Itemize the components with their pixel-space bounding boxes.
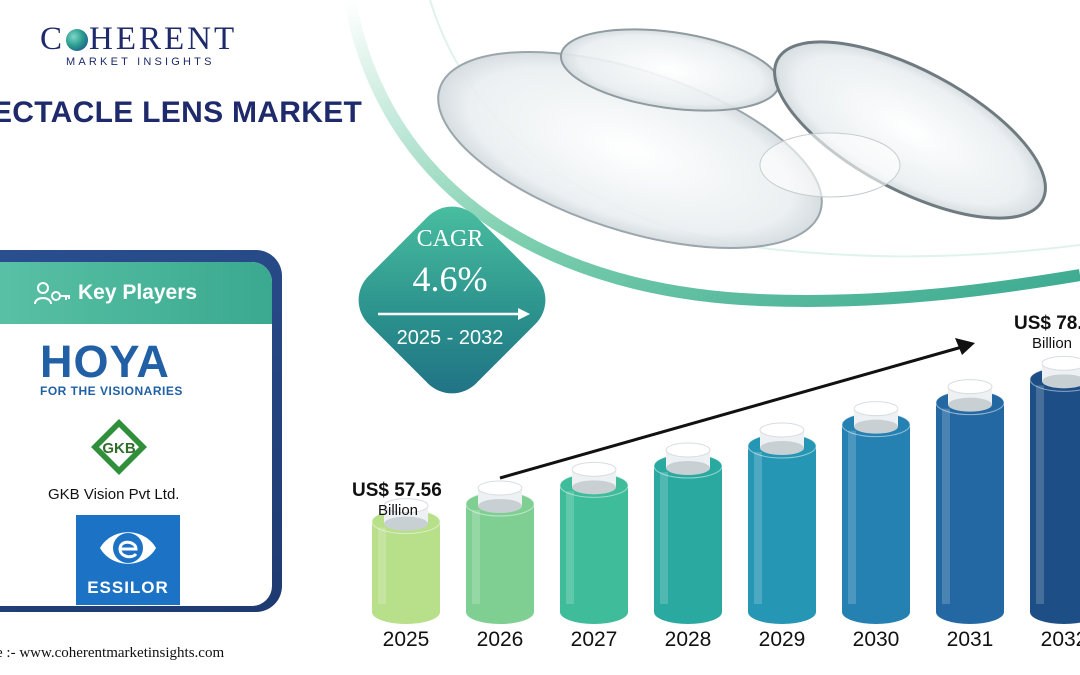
cagr-badge (358, 206, 546, 394)
logo-wordmark: C HERENT (40, 22, 270, 56)
key-icon (34, 282, 70, 305)
first-value-unit: Billion (378, 502, 419, 519)
hoya-logo: HOYA (40, 336, 170, 387)
chart-bar (371, 498, 441, 624)
gkb-company-name: GKB Vision Pvt Ltd. (48, 486, 180, 503)
chart-bar (653, 442, 723, 624)
last-value-unit: Billion (1032, 335, 1073, 352)
chart-bar (1029, 355, 1080, 624)
globe-icon (66, 29, 89, 51)
growth-arrow (499, 345, 963, 480)
logo-subtitle: MARKET INSIGHTS (66, 56, 215, 68)
chart-bar (559, 461, 629, 624)
source-note: e :- www.coherentmarketinsights.com (0, 645, 225, 661)
x-tick-label: 2026 (477, 628, 524, 651)
x-tick-label: 2028 (665, 628, 712, 651)
x-tick-label: 2025 (383, 628, 430, 651)
company-logo: C HERENT MARKET INSIGHTS (40, 22, 270, 68)
x-tick-label: 2032 (1041, 628, 1080, 651)
essilor-logo: ESSILOR (76, 515, 180, 605)
first-value-label: US$ 57.56 (352, 480, 442, 501)
logo-letter: C (40, 21, 66, 57)
chart-bar (465, 480, 535, 624)
chart-bar (841, 401, 911, 624)
gkb-badge-text: GKB (102, 440, 136, 457)
cagr-period: 2025 - 2032 (396, 327, 504, 349)
essilor-wordmark: ESSILOR (87, 578, 169, 597)
hoya-tagline: FOR THE VISIONARIES (40, 384, 183, 398)
key-players-label: Key Players (78, 281, 198, 304)
chart-bar (747, 422, 817, 624)
cagr-value: 4.6% (412, 259, 488, 299)
cagr-label: CAGR (416, 226, 484, 252)
key-players-header: Key Players (0, 262, 272, 324)
eye-icon (100, 532, 156, 564)
chart-bar (935, 379, 1005, 624)
page-title: ECTACLE LENS MARKET (0, 96, 363, 129)
logo-letters: HERENT (89, 21, 238, 57)
growth-arrow-head (955, 338, 975, 355)
last-value-label: US$ 78. (1014, 313, 1080, 334)
x-tick-label: 2030 (853, 628, 900, 651)
x-tick-label: 2031 (947, 628, 994, 651)
x-tick-label: 2027 (571, 628, 618, 651)
gkb-logo: GKB (91, 419, 147, 475)
x-tick-label: 2029 (759, 628, 806, 651)
